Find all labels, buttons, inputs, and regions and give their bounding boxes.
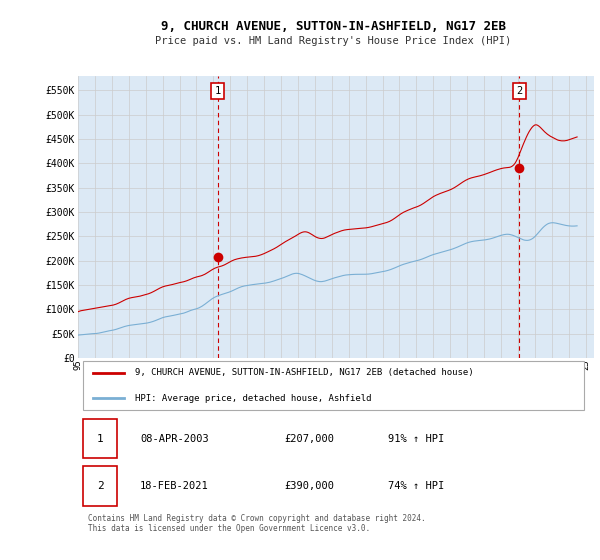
Text: 1: 1 <box>214 86 221 96</box>
Text: 08-APR-2003: 08-APR-2003 <box>140 434 209 444</box>
Text: 2: 2 <box>97 481 104 491</box>
Text: 9, CHURCH AVENUE, SUTTON-IN-ASHFIELD, NG17 2EB: 9, CHURCH AVENUE, SUTTON-IN-ASHFIELD, NG… <box>161 20 506 32</box>
Text: Price paid vs. HM Land Registry's House Price Index (HPI): Price paid vs. HM Land Registry's House … <box>155 36 511 46</box>
FancyBboxPatch shape <box>83 466 116 506</box>
FancyBboxPatch shape <box>83 419 116 459</box>
FancyBboxPatch shape <box>83 361 584 410</box>
Text: £207,000: £207,000 <box>284 434 334 444</box>
Text: HPI: Average price, detached house, Ashfield: HPI: Average price, detached house, Ashf… <box>135 394 371 403</box>
Text: 2: 2 <box>516 86 523 96</box>
Text: 91% ↑ HPI: 91% ↑ HPI <box>388 434 444 444</box>
Text: 74% ↑ HPI: 74% ↑ HPI <box>388 481 444 491</box>
Text: 9, CHURCH AVENUE, SUTTON-IN-ASHFIELD, NG17 2EB (detached house): 9, CHURCH AVENUE, SUTTON-IN-ASHFIELD, NG… <box>135 368 473 377</box>
Text: £390,000: £390,000 <box>284 481 334 491</box>
Text: Contains HM Land Registry data © Crown copyright and database right 2024.
This d: Contains HM Land Registry data © Crown c… <box>88 514 426 533</box>
Text: 1: 1 <box>97 434 104 444</box>
Text: 18-FEB-2021: 18-FEB-2021 <box>140 481 209 491</box>
